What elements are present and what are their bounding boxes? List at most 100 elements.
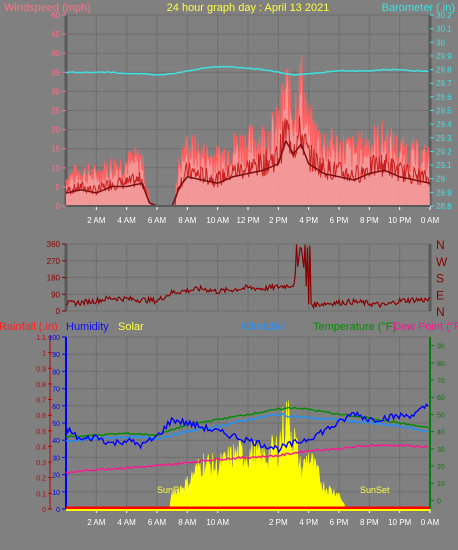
tick-label: 0.8	[36, 382, 46, 389]
windspeed-title: Windspeed (mph)	[4, 2, 91, 14]
tick-label: 29.4	[436, 120, 452, 129]
tick-label: 60	[52, 404, 60, 411]
tick-label: 20	[437, 464, 445, 471]
tick-label: 10 AM	[206, 518, 229, 527]
tick-label: 80	[52, 369, 60, 376]
humidity-line	[65, 403, 429, 454]
tick-label: 90	[51, 290, 60, 299]
humidity-axis: 0 10 20 30 40 50 60 70 80 90 100	[48, 335, 67, 514]
tick-label: 29.3	[436, 134, 452, 143]
tick-label: 29.6	[436, 93, 452, 102]
tick-label: 0.2	[36, 476, 46, 483]
tick-label: 5	[56, 183, 61, 192]
tick-label: 70	[437, 378, 445, 385]
dewpoint-title: Dew Point (°F)	[393, 321, 458, 333]
tick-label: 1.1	[36, 335, 46, 342]
tick-label: 30	[437, 447, 445, 454]
tick-label: 35	[51, 68, 60, 77]
tick-label: 30.2	[436, 11, 452, 20]
tick-label: 360	[47, 240, 61, 249]
tick-label: 2 AM	[87, 518, 106, 527]
gust-area	[66, 54, 430, 206]
tick-label: 40	[52, 438, 60, 445]
wind-left-axis: 0 5 10 15 20 25 30 35 40 45 50	[51, 11, 68, 211]
tick-label: 90	[437, 344, 445, 351]
dewpoint-line	[65, 443, 429, 474]
tick-label: 1	[42, 351, 46, 358]
main-title: 24 hour graph day : April 13 2021	[167, 2, 330, 14]
tick-label: 50	[437, 412, 445, 419]
tick-label: 10	[437, 481, 445, 488]
tick-label: 0	[56, 507, 60, 514]
barometer-line	[65, 65, 429, 76]
tick-label: 0.3	[36, 460, 46, 467]
rainfall-title: Rainfall (.in)	[0, 321, 58, 333]
wind-x-axis: 2 AM 4 AM 6 AM 8 AM 10 AM 12 PM 2 PM 4 PM 6 PM 8 …	[66, 205, 440, 225]
sunset-label: SunSet	[360, 485, 390, 495]
windspeed-average-line	[65, 139, 431, 207]
tick-label: 29.8	[436, 66, 452, 75]
tick-label: 8 PM	[360, 518, 379, 527]
environment-series	[65, 400, 430, 510]
tick-label: 50	[52, 421, 60, 428]
windchill-title: Windchill	[241, 321, 285, 333]
tick-label: 0.9	[36, 366, 46, 373]
tick-label: 8 AM	[178, 216, 197, 225]
tick-label: 0.4	[36, 444, 46, 451]
tick-label: 29.7	[436, 79, 452, 88]
tick-label: 90	[52, 352, 60, 359]
tick-label: 0.6	[36, 413, 46, 420]
tick-label: 70	[52, 387, 60, 394]
direction-label: N	[436, 305, 445, 319]
sunrise-label: SunRise	[157, 485, 191, 495]
environment-x-axis: 2 AM 4 AM 6 AM 8 AM 10 AM 2 PM 4 PM 6 PM 8 PM 10 …	[66, 509, 439, 527]
tick-label: 2 PM	[269, 216, 288, 225]
tick-label: 29.5	[436, 107, 452, 116]
tick-label: 15	[51, 145, 60, 154]
direction-left-axis: 0 90 180 270 360	[47, 240, 68, 316]
tick-label: 10 AM	[206, 216, 229, 225]
tick-label: 6 AM	[148, 518, 167, 527]
tick-label: 40	[437, 430, 445, 437]
tick-label: 10	[51, 164, 60, 173]
barometer-title: Barometer (.in)	[382, 2, 455, 14]
tick-label: 80	[437, 361, 445, 368]
tick-label: 100	[48, 335, 60, 342]
tick-label: 4 AM	[118, 216, 137, 225]
tick-label: 28.8	[436, 202, 452, 211]
temperature-line	[65, 406, 429, 439]
tick-label: 0.1	[36, 491, 46, 498]
tick-label: 12 PM	[236, 216, 259, 225]
tick-label: 8 PM	[360, 216, 379, 225]
direction-series	[65, 244, 431, 310]
solar-title: Solar	[118, 321, 144, 333]
temperature-title: Temperature (°F)	[313, 321, 396, 333]
direction-label: S	[436, 272, 444, 286]
wind-series	[65, 54, 431, 207]
tick-label: 0 AM	[421, 518, 440, 527]
tick-label: 10 PM	[388, 216, 411, 225]
tick-label: 25	[51, 107, 60, 116]
tick-label: 30	[52, 455, 60, 462]
tick-label: 45	[51, 30, 60, 39]
tick-label: 0 AM	[421, 216, 440, 225]
tick-label: 6 PM	[330, 216, 349, 225]
tick-label: 270	[47, 257, 61, 266]
tick-label: 8 AM	[178, 518, 197, 527]
tick-label: 180	[47, 274, 61, 283]
temperature-axis: 0 10 20 30 40 50 60 70 80 90	[429, 337, 445, 509]
tick-label: 29.1	[436, 161, 452, 170]
tick-label: 30	[51, 87, 60, 96]
tick-label: 10	[52, 490, 60, 497]
tick-label: 20	[52, 473, 60, 480]
humidity-title: Humidity	[66, 321, 109, 333]
tick-label: 29	[436, 175, 445, 184]
tick-label: 2 AM	[87, 216, 106, 225]
tick-label: 4 AM	[118, 518, 137, 527]
tick-label: 0	[56, 307, 61, 316]
tick-label: 29.9	[436, 52, 452, 61]
